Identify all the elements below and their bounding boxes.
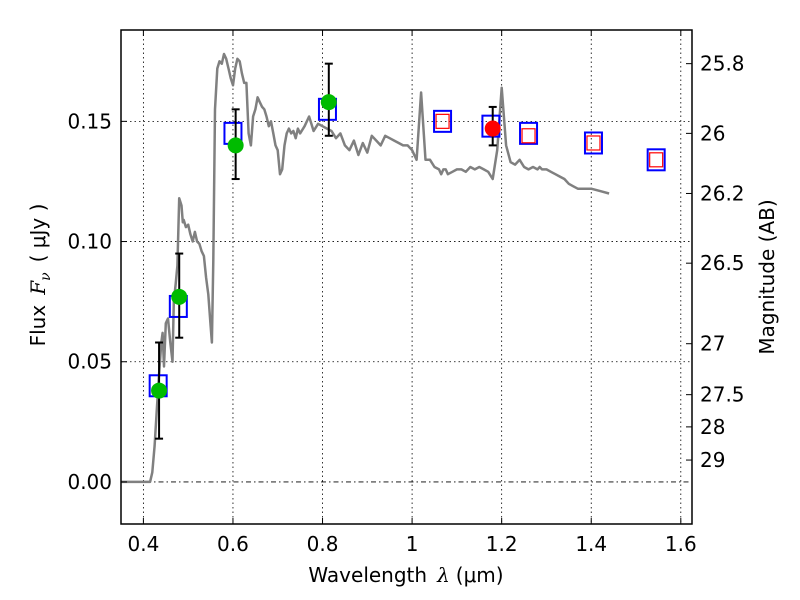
observed-optical-point — [227, 137, 244, 154]
y2-tick-label: 25.8 — [700, 52, 745, 76]
y-tick-label: 0.00 — [67, 470, 112, 494]
y-axis-label: FluxFν( μJy ) — [26, 204, 54, 347]
y-tick-label: 0.15 — [67, 109, 112, 133]
y-axis: 0.00 0.05 0.10 0.15 — [67, 109, 127, 494]
y2-tick-label: 27.5 — [700, 383, 745, 407]
observed-nir-point — [484, 120, 501, 137]
x-axis: 0.4 0.6 0.8 1 1.2 1.4 1.6 — [127, 30, 697, 556]
predicted-photometry-square — [435, 113, 450, 129]
y2-tick-label: 26 — [700, 121, 725, 145]
y2-axis: 25.8 26 26.2 26.5 27 27.5 28 29 — [686, 52, 745, 472]
x-tick-label: 1.6 — [665, 532, 697, 556]
y2-tick-label: 26.2 — [700, 181, 745, 205]
x-tick-label: 1.4 — [575, 532, 607, 556]
x-axis-label: Wavelength λ (μm) — [308, 563, 503, 587]
predicted-photometry-square — [649, 152, 664, 168]
grid — [121, 30, 692, 524]
x-tick-label: 0.6 — [217, 532, 249, 556]
predicted-photometry-square — [586, 135, 601, 151]
x-tick-label: 1.2 — [486, 532, 518, 556]
model-spectrum-group — [121, 52, 610, 484]
observed-optical-point — [171, 288, 188, 305]
y2-tick-label: 28 — [700, 415, 725, 439]
y2-axis-label: Magnitude (AB) — [755, 199, 779, 354]
y2-tick-label: 26.5 — [700, 251, 745, 275]
y2-tick-label: 29 — [700, 448, 725, 472]
y2-tick-label: 27 — [700, 332, 725, 356]
model-photometry-square — [583, 131, 603, 155]
predicted-photometry-square — [521, 128, 536, 144]
x-tick-label: 0.8 — [307, 532, 339, 556]
plot-frame — [120, 29, 693, 525]
marks-group — [148, 62, 666, 440]
observed-optical-point — [151, 382, 168, 399]
model-spectrum-line — [121, 52, 610, 484]
x-tick-label: 1 — [406, 532, 419, 556]
y-tick-label: 0.05 — [67, 350, 112, 374]
y-tick-label: 0.10 — [67, 230, 112, 254]
observed-optical-point — [320, 94, 337, 111]
model-photometry-square — [519, 121, 539, 145]
model-photometry-square — [433, 109, 453, 133]
model-photometry-square — [646, 148, 666, 172]
x-tick-label: 0.4 — [127, 532, 159, 556]
